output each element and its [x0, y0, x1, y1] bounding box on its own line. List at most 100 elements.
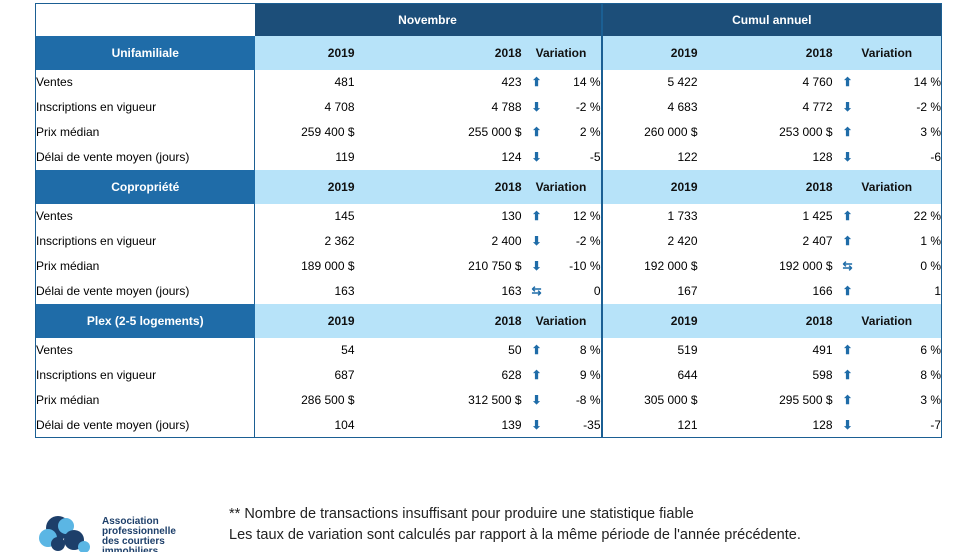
- value-nov-2019: 119: [335, 150, 355, 164]
- value-nov-2018: 255 000 $: [468, 125, 522, 139]
- value-nov-2018: 628: [501, 368, 522, 382]
- variation-nov: -5: [551, 144, 603, 170]
- value-nov-2018: 130: [501, 209, 522, 223]
- variation-up-icon: ⬆: [842, 209, 853, 223]
- value-nov-2019: 4 708: [324, 100, 355, 114]
- value-nov-2019: 145: [334, 209, 355, 223]
- value-cum-2018: 4 772: [802, 100, 833, 114]
- column-header-variation: Variation: [832, 35, 942, 70]
- logo-line: des courtiers: [102, 536, 165, 547]
- variation-cum: 1: [934, 284, 942, 298]
- variation-down-icon: ⬇: [842, 100, 853, 114]
- row-label: Prix médian: [35, 253, 255, 279]
- table-row: Délai de vente moyen (jours) 104 139 ⬇ -35 12…: [35, 412, 942, 438]
- value-cum-2018: 128: [812, 150, 833, 164]
- value-nov-2018: 2 400: [491, 234, 522, 248]
- value-nov-2018: 210 750 $: [468, 259, 522, 273]
- variation-nov: 9 %: [551, 362, 603, 388]
- row-label: Ventes: [35, 69, 255, 95]
- section-header-row: Unifamiliale 2019 2018 Variation 2019 2018 Var…: [35, 35, 942, 70]
- table-row: Inscriptions en vigueur 4 708 4 788 ⬇ -2 % 4 …: [35, 94, 942, 120]
- row-label: Inscriptions en vigueur: [35, 94, 255, 120]
- variation-up-icon: ⬆: [842, 75, 853, 89]
- variation-down-icon: ⬇: [531, 150, 542, 164]
- variation-cum: -7: [930, 417, 942, 432]
- variation-up-icon: ⬆: [842, 393, 853, 407]
- value-cum-2018: 1 425: [802, 209, 833, 223]
- variation-nov: 12 %: [551, 203, 603, 229]
- table-row: Prix médian 189 000 $ 210 750 $ ⬇ -10 % 192 0…: [35, 253, 942, 279]
- column-header-2019: 2019: [254, 35, 355, 70]
- row-label: Ventes: [35, 337, 255, 363]
- variation-nov: -35: [551, 412, 603, 438]
- table-row: Prix médian 286 500 $ 312 500 $ ⬇ -8 % 305 00…: [35, 387, 942, 413]
- value-nov-2019: 189 000 $: [301, 259, 355, 273]
- row-label: Ventes: [35, 203, 255, 229]
- variation-up-icon: ⬆: [842, 343, 853, 357]
- value-nov-2019: 104: [334, 417, 355, 432]
- value-cum-2019: 121: [677, 417, 698, 432]
- value-cum-2018: 598: [812, 368, 833, 382]
- value-cum-2018: 4 760: [802, 75, 833, 89]
- variation-up-icon: ⬆: [842, 234, 853, 248]
- column-header-variation: Variation: [832, 303, 942, 338]
- footnotes: ** Nombre de transactions insuffisant po…: [229, 504, 969, 546]
- variation-nov: -8 %: [551, 387, 603, 413]
- value-nov-2019: 163: [334, 284, 355, 298]
- value-nov-2018: 4 788: [491, 100, 522, 114]
- variation-down-icon: ⬇: [531, 100, 542, 114]
- column-header-variation: Variation: [521, 169, 603, 204]
- variation-nov: -2 %: [551, 94, 603, 120]
- value-cum-2019: 5 422: [667, 75, 698, 89]
- variation-cum: 6 %: [920, 343, 942, 357]
- footnote-variation: Les taux de variation sont calculés par …: [229, 527, 801, 543]
- logo-line: Association: [102, 516, 159, 527]
- period-header-cumulative: Cumul annuel: [601, 3, 942, 36]
- value-nov-2018: 139: [501, 417, 522, 432]
- table-row: Inscriptions en vigueur 2 362 2 400 ⬇ -2 % 2 …: [35, 228, 942, 254]
- value-cum-2019: 122: [677, 150, 698, 164]
- footnote-insufficient: ** Nombre de transactions insuffisant po…: [229, 506, 694, 522]
- row-label: Délai de vente moyen (jours): [35, 412, 255, 438]
- value-nov-2019: 286 500 $: [301, 393, 355, 407]
- real-estate-stats-table: Novembre Cumul annuel Unifamiliale 2019 2018…: [35, 3, 943, 438]
- value-cum-2018: 192 000 $: [779, 259, 833, 273]
- table-row: Délai de vente moyen (jours) 119 124 ⬇ -5 122…: [35, 144, 942, 170]
- row-label: Inscriptions en vigueur: [35, 362, 255, 388]
- column-header-2019: 2019: [601, 303, 698, 338]
- value-nov-2018: 423: [501, 75, 522, 89]
- variation-down-icon: ⬇: [842, 417, 853, 432]
- variation-down-icon: ⬇: [531, 417, 542, 432]
- section-header-row: Plex (2-5 logements) 2019 2018 Variation 201…: [35, 303, 942, 338]
- column-header-2018: 2018: [697, 303, 833, 338]
- variation-up-icon: ⬆: [531, 368, 542, 382]
- variation-flat-icon: ⇆: [842, 259, 853, 273]
- table-row: Prix médian 259 400 $ 255 000 $ ⬆ 2 % 260 000…: [35, 119, 942, 145]
- column-header-2018: 2018: [697, 169, 833, 204]
- logo-mark-icon: [39, 516, 90, 552]
- value-cum-2019: 260 000 $: [644, 125, 698, 139]
- logo-line: immobiliers: [102, 546, 159, 552]
- value-cum-2019: 519: [677, 343, 698, 357]
- value-cum-2019: 2 420: [667, 234, 698, 248]
- variation-up-icon: ⬆: [842, 284, 853, 298]
- variation-cum: 0 %: [920, 259, 942, 273]
- variation-cum: 1 %: [920, 234, 942, 248]
- period-header-november: Novembre: [254, 3, 603, 36]
- value-nov-2018: 163: [501, 284, 522, 298]
- value-cum-2018: 2 407: [802, 234, 833, 248]
- variation-down-icon: ⬇: [842, 150, 853, 164]
- value-cum-2018: 491: [812, 343, 833, 357]
- logo-line: professionnelle: [102, 526, 176, 537]
- row-label: Prix médian: [35, 387, 255, 413]
- section-name: Copropriété: [35, 169, 255, 204]
- variation-cum: 22 %: [913, 209, 942, 223]
- association-logo: Association professionnelle des courtier…: [36, 514, 196, 552]
- row-label: Délai de vente moyen (jours): [35, 144, 255, 170]
- value-cum-2018: 295 500 $: [779, 393, 833, 407]
- value-nov-2019: 481: [334, 75, 355, 89]
- variation-up-icon: ⬆: [842, 125, 853, 139]
- value-cum-2018: 253 000 $: [779, 125, 833, 139]
- variation-down-icon: ⬇: [531, 234, 542, 248]
- value-cum-2018: 128: [812, 417, 833, 432]
